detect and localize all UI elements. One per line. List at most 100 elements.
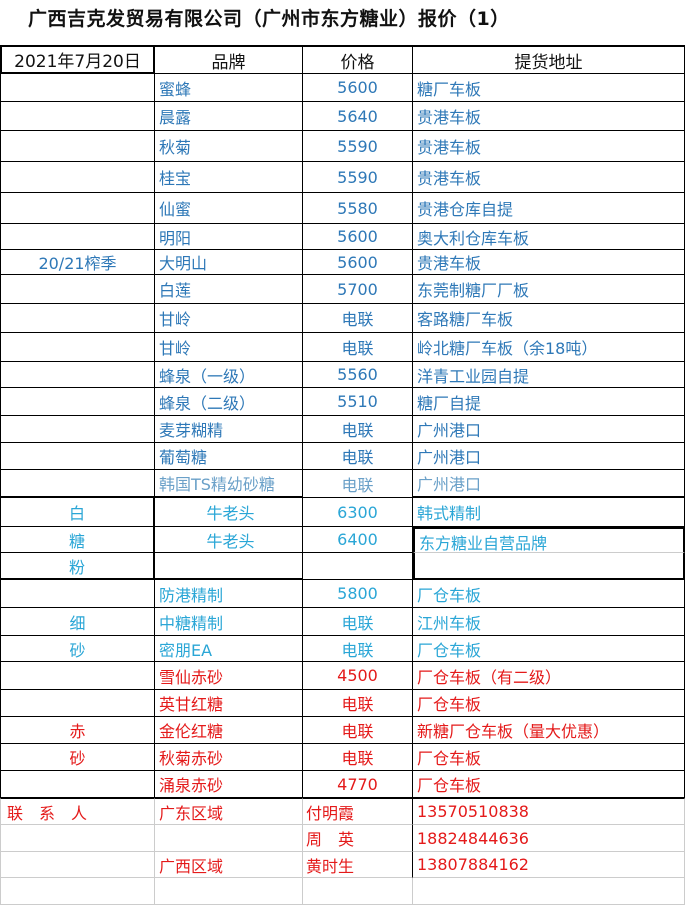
brand-cell[interactable]: 金伦红糖 [155,717,303,744]
category-cell[interactable] [0,443,155,470]
brand-cell[interactable]: 中糖精制 [155,608,303,636]
category-cell[interactable]: 砂 [0,636,155,662]
address-cell[interactable]: 厂仓车板 [413,580,685,608]
category-cell[interactable] [0,304,155,333]
address-cell[interactable]: 广州港口 [413,470,685,498]
price-cell[interactable]: 5600 [303,224,413,250]
address-cell[interactable]: 奥大利仓库车板 [413,224,685,250]
price-cell[interactable]: 5800 [303,580,413,608]
price-cell[interactable]: 5590 [303,131,413,162]
price-cell[interactable]: 电联 [303,717,413,744]
contact-region[interactable] [155,825,303,852]
category-cell[interactable] [0,275,155,304]
address-cell[interactable]: 贵港车板 [413,250,685,275]
price-cell[interactable]: 5600 [303,74,413,102]
price-cell[interactable]: 电联 [303,304,413,333]
brand-cell[interactable]: 明阳 [155,224,303,250]
brand-cell[interactable]: 仙蜜 [155,193,303,224]
price-cell[interactable]: 6300 [303,498,413,527]
category-cell[interactable] [0,362,155,388]
contact-region[interactable]: 广东区域 [155,798,303,825]
price-cell[interactable]: 5510 [303,388,413,416]
price-cell[interactable]: 5590 [303,162,413,193]
category-cell[interactable]: 砂 [0,744,155,771]
price-cell[interactable]: 电联 [303,636,413,662]
category-cell[interactable] [0,662,155,690]
address-cell[interactable]: 糖厂自提 [413,388,685,416]
brand-cell[interactable]: 麦芽糊精 [155,416,303,443]
category-cell[interactable] [0,690,155,717]
brand-cell[interactable]: 甘岭 [155,304,303,333]
brand-cell[interactable]: 大明山 [155,250,303,275]
category-cell[interactable] [0,162,155,193]
header-brand[interactable]: 品牌 [155,47,303,74]
contact-region[interactable]: 广西区域 [155,852,303,878]
address-cell[interactable]: 东莞制糖厂厂板 [413,275,685,304]
price-cell[interactable]: 电联 [303,608,413,636]
brand-cell[interactable]: 白莲 [155,275,303,304]
contact-name[interactable] [303,878,413,905]
category-cell[interactable] [0,102,155,131]
address-cell[interactable]: 江州车板 [413,608,685,636]
price-cell[interactable]: 4770 [303,771,413,798]
brand-cell[interactable]: 蜜蜂 [155,74,303,102]
address-cell[interactable]: 厂仓车板 [413,690,685,717]
category-cell[interactable] [0,416,155,443]
brand-cell[interactable]: 桂宝 [155,162,303,193]
price-cell[interactable]: 电联 [303,744,413,771]
brand-cell[interactable]: 防港精制 [155,580,303,608]
address-cell[interactable]: 贵港仓库自提 [413,193,685,224]
address-cell[interactable]: 厂仓车板 [413,771,685,798]
category-cell[interactable] [0,74,155,102]
brand-cell[interactable]: 雪仙赤砂 [155,662,303,690]
address-cell[interactable]: 广州港口 [413,416,685,443]
category-cell[interactable]: 白 [0,498,155,527]
price-cell[interactable]: 电联 [303,690,413,717]
brand-cell[interactable]: 牛老头 [155,498,303,527]
category-cell[interactable]: 赤 [0,717,155,744]
header-date[interactable]: 2021年7月20日 [0,47,155,74]
address-cell[interactable]: 贵港车板 [413,102,685,131]
address-cell[interactable]: 韩式精制 [413,498,685,527]
contact-name[interactable]: 付明霞 [303,798,413,825]
brand-cell[interactable]: 晨露 [155,102,303,131]
address-cell[interactable]: 厂仓车板 [413,744,685,771]
price-cell[interactable]: 5580 [303,193,413,224]
brand-cell[interactable]: 英甘红糖 [155,690,303,717]
price-cell[interactable]: 5600 [303,250,413,275]
price-cell[interactable]: 4500 [303,662,413,690]
category-cell[interactable] [0,224,155,250]
address-cell[interactable]: 厂仓车板（有二级） [413,662,685,690]
price-cell[interactable] [303,553,413,580]
price-cell[interactable]: 电联 [303,333,413,362]
address-cell[interactable] [413,553,685,580]
address-cell[interactable]: 东方糖业自营品牌 [413,527,685,553]
address-cell[interactable]: 广州港口 [413,443,685,470]
brand-cell[interactable]: 葡萄糖 [155,443,303,470]
brand-cell[interactable] [155,553,303,580]
address-cell[interactable]: 糖厂车板 [413,74,685,102]
category-cell[interactable]: 糖 [0,527,155,553]
brand-cell[interactable]: 秋菊 [155,131,303,162]
category-cell[interactable] [0,193,155,224]
contact-phone[interactable]: 13570510838 [413,798,685,825]
price-cell[interactable]: 6400 [303,527,413,553]
contact-name[interactable]: 黄时生 [303,852,413,878]
contact-phone[interactable]: 13807884162 [413,852,685,878]
address-cell[interactable]: 贵港车板 [413,162,685,193]
brand-cell[interactable]: 韩国TS精幼砂糖 [155,470,303,498]
category-cell[interactable]: 粉 [0,553,155,580]
contact-phone[interactable]: 18824844636 [413,825,685,852]
brand-cell[interactable]: 蜂泉（二级） [155,388,303,416]
brand-cell[interactable]: 密朋EA [155,636,303,662]
brand-cell[interactable]: 甘岭 [155,333,303,362]
category-cell[interactable]: 20/21榨季 [0,250,155,275]
category-cell[interactable]: 细 [0,608,155,636]
address-cell[interactable]: 新糖厂仓车板（量大优惠） [413,717,685,744]
contact-name[interactable]: 周 英 [303,825,413,852]
address-cell[interactable]: 厂仓车板 [413,636,685,662]
category-cell[interactable] [0,333,155,362]
brand-cell[interactable]: 秋菊赤砂 [155,744,303,771]
category-cell[interactable] [0,388,155,416]
price-cell[interactable]: 5700 [303,275,413,304]
